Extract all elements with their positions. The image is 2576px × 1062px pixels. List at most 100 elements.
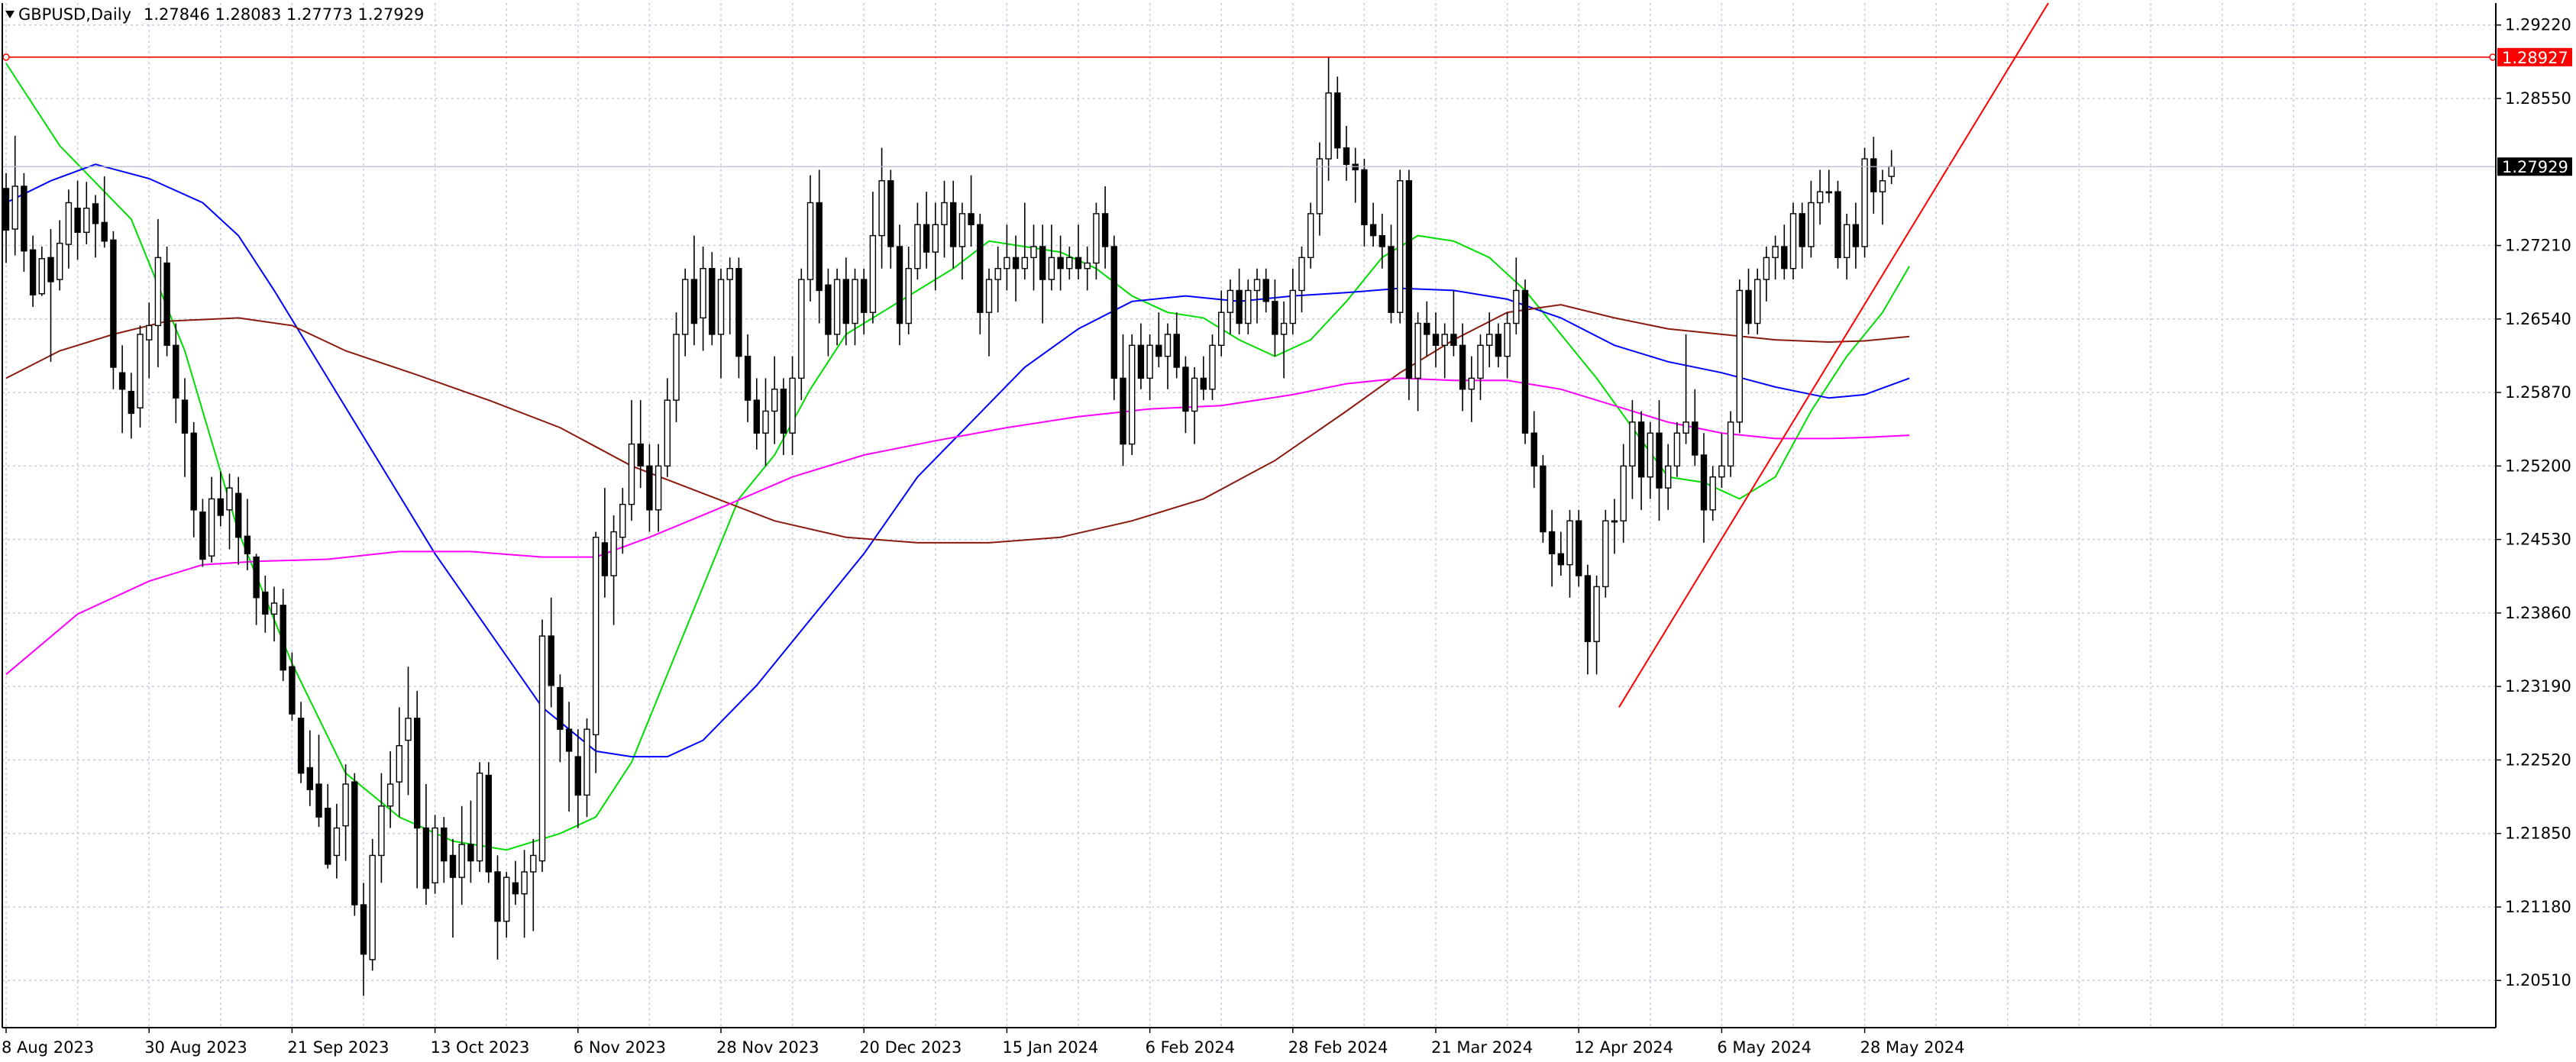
candle (1405, 169, 1413, 401)
candle (1718, 433, 1725, 489)
candle-body-bull (458, 844, 465, 878)
candle (1388, 224, 1395, 324)
candle-body-bull (38, 258, 45, 295)
x-tick-label: 20 Dec 2023 (859, 1038, 962, 1057)
y-tick-label: 1.25200 (2505, 457, 2571, 475)
y-tick-label: 1.29220 (2505, 16, 2571, 34)
candle (1870, 137, 1877, 214)
candle (226, 473, 233, 550)
candle (583, 718, 590, 818)
candle-body-bull (1620, 465, 1627, 521)
candle (1485, 312, 1493, 368)
candle (494, 855, 501, 960)
candle-body-bull (1164, 334, 1172, 357)
candle-body-bull (610, 531, 617, 576)
candle-body-bear (816, 202, 823, 292)
candle (1540, 454, 1547, 543)
y-tick-label: 1.26540 (2505, 310, 2571, 328)
candle-body-bear (1692, 421, 1698, 456)
candle (1280, 301, 1288, 379)
candle-body-bull (1191, 377, 1198, 412)
candle (1343, 125, 1350, 181)
candle-body-bear (1852, 224, 1860, 247)
candle (145, 302, 153, 379)
candle (190, 421, 197, 537)
candle (280, 589, 286, 681)
candle-body-bull (1021, 257, 1029, 270)
y-tick-label: 1.25870 (2505, 383, 2571, 402)
candle (441, 817, 448, 883)
candle-body-bull (1245, 289, 1252, 324)
symbol-menu-triangle-icon[interactable] (5, 11, 15, 18)
candle (396, 707, 402, 818)
y-tick-label: 1.22520 (2505, 751, 2571, 769)
candle (1602, 509, 1609, 598)
candle (673, 312, 680, 422)
candle (1557, 531, 1565, 576)
candle-body-bear (1637, 421, 1645, 478)
candle-body-bull (1093, 213, 1100, 264)
candle (270, 586, 278, 642)
candle-body-bull (700, 268, 706, 319)
candle (932, 202, 939, 291)
candle-body-bull (1414, 322, 1421, 379)
candle-body-bull (798, 279, 805, 379)
candle (65, 189, 73, 269)
candle-body-bear (217, 498, 224, 516)
candle (47, 228, 54, 362)
candle-body-bear (860, 279, 868, 313)
candle (646, 444, 653, 532)
candle-body-bear (887, 180, 894, 247)
candle (833, 268, 841, 346)
candle (1611, 499, 1618, 554)
candle (1227, 279, 1234, 334)
candle (941, 180, 948, 258)
candle-body-bull (1441, 334, 1448, 346)
candle-body-bull (1128, 344, 1136, 445)
y-tick-label: 1.21850 (2505, 825, 2571, 843)
candle (780, 378, 787, 455)
candle-body-bull (521, 871, 528, 895)
candle-body-bull (994, 268, 1001, 280)
candle (199, 499, 206, 567)
candle (1075, 224, 1082, 280)
candle-body-bull (941, 202, 948, 225)
candle-body-bear (1057, 257, 1064, 270)
candle (914, 202, 921, 280)
candle-body-bear (1334, 92, 1341, 149)
candle (1424, 301, 1430, 357)
candle (1513, 257, 1520, 334)
candle (378, 773, 385, 883)
candle-body-bull (1289, 289, 1297, 324)
candle (852, 268, 858, 346)
candle-body-bull (137, 334, 144, 408)
candle (923, 192, 930, 269)
candle (1700, 433, 1708, 543)
candle (1101, 186, 1109, 269)
candle (538, 619, 546, 872)
candle-body-bull (369, 854, 376, 960)
candle (682, 268, 689, 357)
candle-body-bull (1280, 322, 1288, 335)
candle (958, 202, 966, 280)
candle (422, 784, 430, 905)
candle-body-bull (56, 242, 63, 280)
candle (1879, 169, 1886, 225)
y-tick-label: 1.21180 (2505, 898, 2571, 916)
candle (557, 674, 564, 763)
x-tick-label: 21 Mar 2024 (1431, 1038, 1533, 1057)
candle-body-bear (485, 774, 492, 873)
candle (244, 499, 251, 570)
candle-body-bear (110, 239, 117, 368)
candle-body-bear (842, 279, 850, 324)
candle-body-bull (878, 180, 885, 237)
candle-body-bear (351, 781, 358, 905)
candle (610, 515, 617, 625)
candle (1396, 169, 1404, 324)
candle (735, 257, 742, 379)
candle-body-bull (762, 410, 769, 434)
candle (565, 702, 573, 812)
chart-header: GBPUSD,Daily 1.27846 1.28083 1.27773 1.2… (5, 5, 424, 24)
